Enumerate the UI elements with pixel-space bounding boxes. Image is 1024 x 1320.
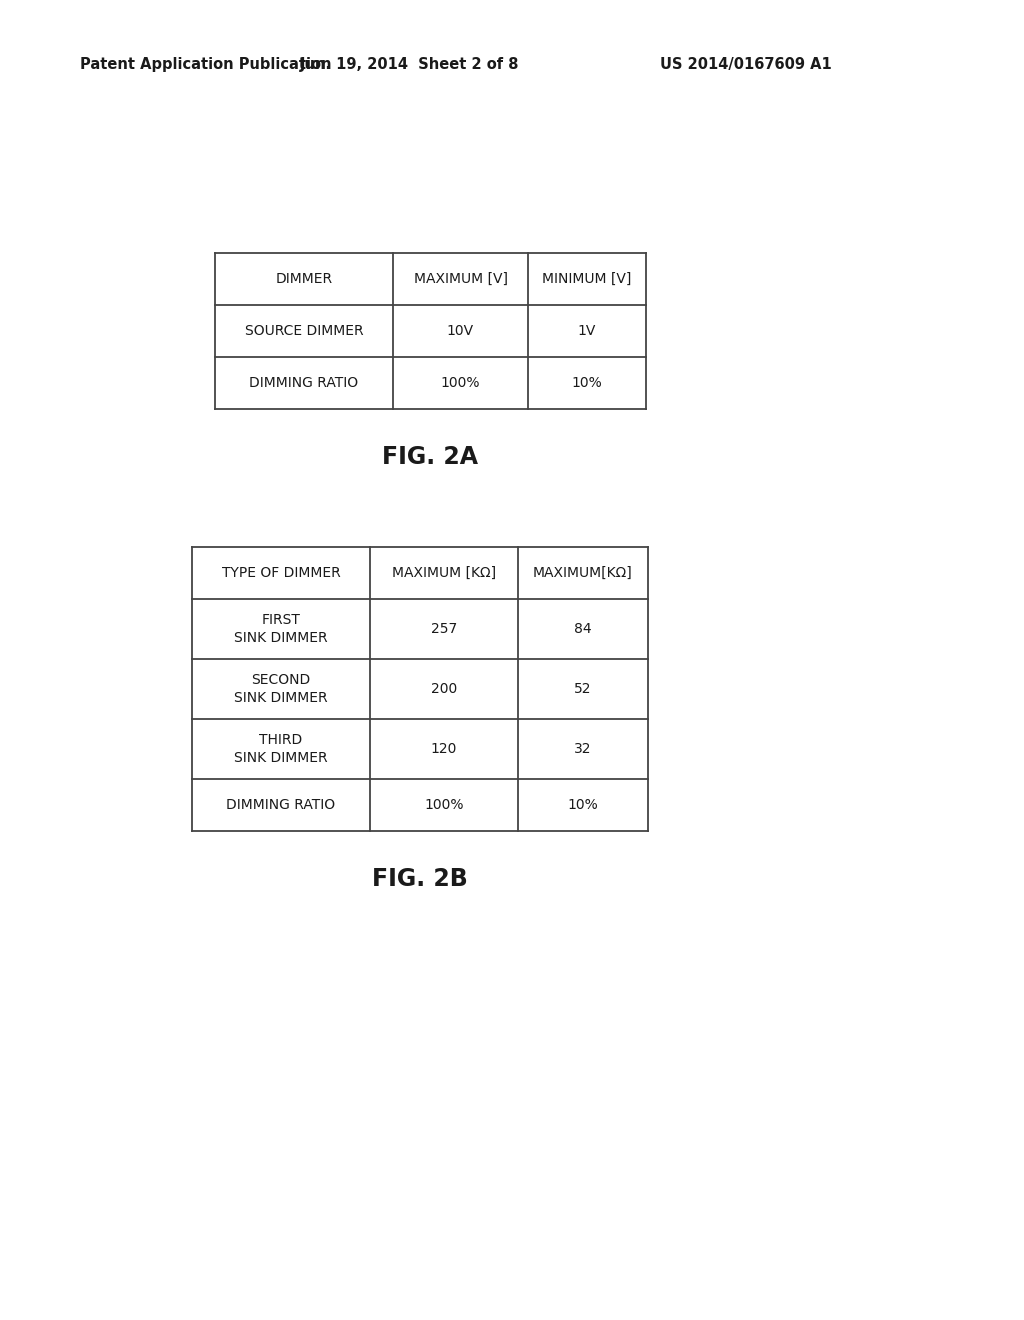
Text: 84: 84 bbox=[574, 622, 592, 636]
Text: US 2014/0167609 A1: US 2014/0167609 A1 bbox=[660, 58, 831, 73]
Bar bbox=[215, 253, 646, 409]
Text: FIG. 2B: FIG. 2B bbox=[372, 867, 468, 891]
Text: DIMMER: DIMMER bbox=[275, 272, 333, 286]
Text: MINIMUM [V]: MINIMUM [V] bbox=[543, 272, 632, 286]
Text: 120: 120 bbox=[431, 742, 457, 756]
Text: 10V: 10V bbox=[446, 323, 474, 338]
Text: DIMMING RATIO: DIMMING RATIO bbox=[250, 376, 358, 389]
Text: 257: 257 bbox=[431, 622, 457, 636]
Text: SECOND
SINK DIMMER: SECOND SINK DIMMER bbox=[234, 673, 328, 705]
Text: THIRD
SINK DIMMER: THIRD SINK DIMMER bbox=[234, 734, 328, 764]
Text: 100%: 100% bbox=[440, 376, 480, 389]
Text: 10%: 10% bbox=[567, 799, 598, 812]
Bar bbox=[193, 546, 648, 832]
Text: 100%: 100% bbox=[424, 799, 464, 812]
Text: 52: 52 bbox=[574, 682, 592, 696]
Text: Patent Application Publication: Patent Application Publication bbox=[80, 58, 332, 73]
Text: 10%: 10% bbox=[571, 376, 602, 389]
Text: TYPE OF DIMMER: TYPE OF DIMMER bbox=[221, 566, 340, 579]
Text: FIRST
SINK DIMMER: FIRST SINK DIMMER bbox=[234, 614, 328, 644]
Text: 1V: 1V bbox=[578, 323, 596, 338]
Text: 32: 32 bbox=[574, 742, 592, 756]
Text: MAXIMUM [KΩ]: MAXIMUM [KΩ] bbox=[392, 566, 496, 579]
Text: FIG. 2A: FIG. 2A bbox=[383, 445, 478, 469]
Text: DIMMING RATIO: DIMMING RATIO bbox=[226, 799, 336, 812]
Text: MAXIMUM [V]: MAXIMUM [V] bbox=[414, 272, 508, 286]
Text: Jun. 19, 2014  Sheet 2 of 8: Jun. 19, 2014 Sheet 2 of 8 bbox=[300, 58, 520, 73]
Text: SOURCE DIMMER: SOURCE DIMMER bbox=[245, 323, 364, 338]
Text: MAXIMUM[KΩ]: MAXIMUM[KΩ] bbox=[534, 566, 633, 579]
Text: 200: 200 bbox=[431, 682, 457, 696]
